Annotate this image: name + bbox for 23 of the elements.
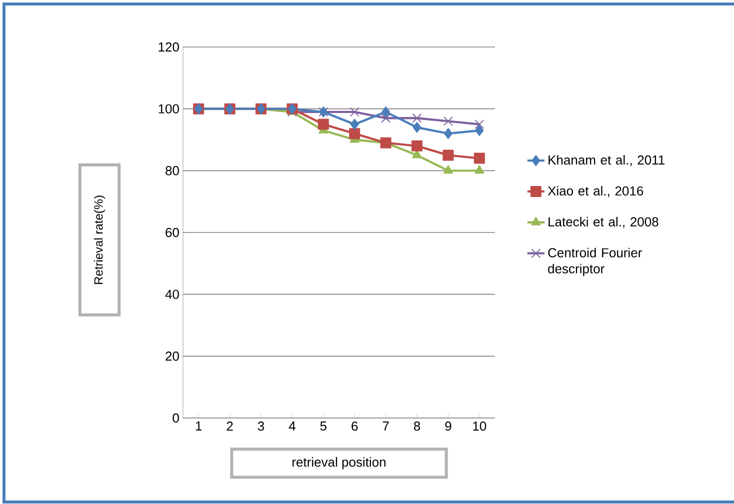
x-tick-label: 2 <box>226 422 233 431</box>
x-axis-title: retrieval position <box>292 457 386 470</box>
y-tick-label: 80 <box>166 166 179 176</box>
x-tick-label: 9 <box>445 422 452 431</box>
y-axis-title: Retrieval rate(%) <box>94 196 106 284</box>
legend-label: Centroid Fourier descriptor <box>548 248 642 276</box>
y-tick-label: 60 <box>166 228 179 238</box>
x-tick-label: 3 <box>258 422 264 431</box>
x-tick-label: 1 <box>196 422 202 430</box>
legend-label: Khanam et al., 2011 <box>548 155 664 166</box>
x-tick-label: 10 <box>473 422 486 431</box>
x-tick-label: 4 <box>288 422 296 430</box>
x-tick-label: 6 <box>352 422 358 431</box>
legend-label: Latecki et al., 2008 <box>548 216 658 228</box>
y-tick-label: 100 <box>158 104 179 114</box>
y-tick-label: 0 <box>172 413 179 423</box>
y-tick-label: 40 <box>165 290 179 299</box>
y-tick-label: 120 <box>158 42 179 52</box>
legend-label: Xiao et al., 2016 <box>548 186 644 198</box>
y-tick-label: 20 <box>166 352 179 361</box>
x-tick-label: 7 <box>382 422 389 430</box>
x-tick-label: 5 <box>320 422 326 431</box>
x-tick-label: 8 <box>414 422 420 431</box>
